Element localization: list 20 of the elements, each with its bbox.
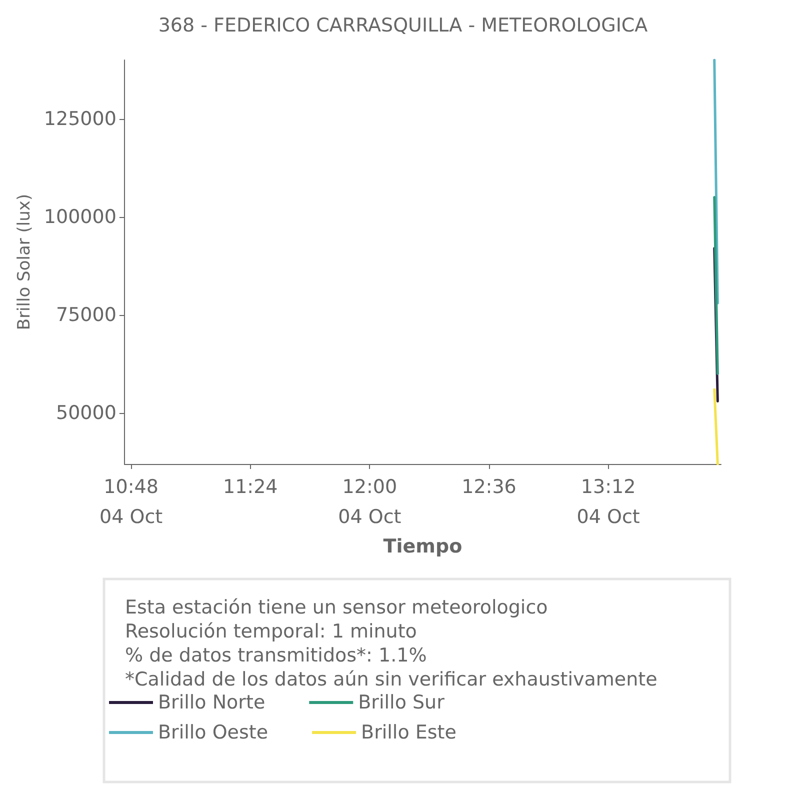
y-tick-label: 125000 bbox=[44, 108, 116, 130]
legend-label: Brillo Oeste bbox=[158, 722, 268, 744]
x-axis-title: Tiempo bbox=[383, 535, 462, 558]
x-tick-label: 12:00 04 Oct bbox=[338, 476, 402, 528]
text: Resolución temporal: 1 minuto bbox=[125, 620, 417, 642]
chart-title: 368 - FEDERICO CARRASQUILLA - METEOROLOGICA bbox=[158, 14, 648, 36]
text: *Calidad de los datos aún sin verificar exhaustivamente bbox=[125, 668, 658, 690]
y-tick-label: 50000 bbox=[56, 402, 116, 424]
y-tick-label: 100000 bbox=[44, 206, 116, 228]
x-tick-label: 13:12 04 Oct bbox=[576, 476, 640, 528]
x-tick-label: 10:48 04 Oct bbox=[100, 476, 163, 528]
y-axis-title: Brillo Solar (lux) bbox=[14, 194, 34, 330]
text: % de datos transmitidos*: 1.1% bbox=[125, 644, 427, 666]
legend-label: Brillo Norte bbox=[158, 692, 266, 714]
legend-label: Brillo Sur bbox=[358, 692, 445, 714]
x-tick-label: 12:36 bbox=[462, 476, 516, 498]
y-tick-label: 75000 bbox=[56, 304, 116, 326]
text: Esta estación tiene un sensor meteorologico bbox=[125, 596, 548, 618]
legend-label: Brillo Este bbox=[361, 722, 456, 744]
x-tick-label: 11:24 bbox=[222, 476, 278, 498]
